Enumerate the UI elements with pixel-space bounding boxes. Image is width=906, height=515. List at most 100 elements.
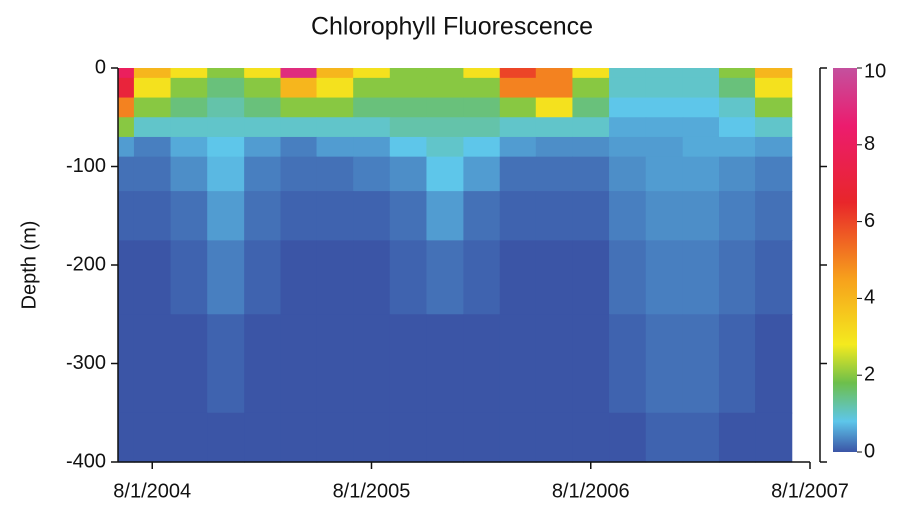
heat-cell <box>316 191 354 241</box>
heat-cell <box>316 117 354 138</box>
y-tick-label: 0 <box>95 56 106 78</box>
heat-cell <box>280 136 318 158</box>
heat-cell <box>118 77 135 99</box>
heat-cell <box>718 117 756 138</box>
heat-cell <box>572 412 610 463</box>
heat-cell <box>133 117 172 138</box>
heat-cell <box>463 136 501 158</box>
heat-cell <box>755 77 793 99</box>
heat-cell <box>755 156 793 192</box>
heat-cell <box>682 314 720 414</box>
heat-cell <box>353 136 391 158</box>
heat-cell <box>207 68 245 79</box>
heat-cell <box>499 97 537 118</box>
heat-cell <box>353 191 391 241</box>
heat-cell <box>426 97 464 118</box>
heat-cell <box>316 77 354 99</box>
heat-cell <box>463 191 501 241</box>
heat-cell <box>118 191 135 241</box>
heat-cell <box>280 314 318 414</box>
x-tick-label: 8/1/2007 <box>771 480 849 502</box>
heat-cell <box>426 412 464 463</box>
heat-cell <box>133 77 172 99</box>
heat-cell <box>389 191 428 241</box>
heat-cell <box>426 191 464 241</box>
heat-cell <box>645 117 684 138</box>
colorbar-tick-label: 6 <box>864 210 875 232</box>
heat-cell <box>499 77 537 99</box>
heat-cell <box>426 68 464 79</box>
heat-cell <box>207 77 245 99</box>
heat-cell <box>499 412 537 463</box>
heat-cell <box>682 191 720 241</box>
heat-cell <box>535 314 574 414</box>
heat-cell <box>609 77 647 99</box>
y-tick-label: -300 <box>66 352 106 374</box>
heat-cell <box>389 314 428 414</box>
heat-cell <box>718 136 756 158</box>
heat-cell <box>280 156 318 192</box>
heat-cell <box>389 68 428 79</box>
heat-cell <box>426 136 464 158</box>
heat-cell <box>207 97 245 118</box>
heat-cell <box>718 77 756 99</box>
heat-cell <box>463 68 501 79</box>
heat-cell <box>572 156 610 192</box>
heat-cell <box>280 412 318 463</box>
heat-cell <box>718 240 756 315</box>
heat-cell <box>609 117 647 138</box>
heat-cell <box>207 191 245 241</box>
heat-cell <box>170 77 208 99</box>
heat-cell <box>170 314 208 414</box>
heat-cell <box>499 240 537 315</box>
heat-cell <box>645 68 684 79</box>
heat-cell <box>609 68 647 79</box>
heat-cell <box>645 240 684 315</box>
heat-cell <box>118 412 135 463</box>
x-tick-label: 8/1/2006 <box>552 480 630 502</box>
heat-cell <box>353 77 391 99</box>
heat-cell <box>645 156 684 192</box>
heat-cell <box>389 97 428 118</box>
heat-cell <box>133 97 172 118</box>
heat-cell <box>426 314 464 414</box>
heat-cell <box>645 77 684 99</box>
heat-cell <box>389 77 428 99</box>
heat-cell <box>718 97 756 118</box>
heat-cell <box>682 240 720 315</box>
heat-cell <box>170 68 208 79</box>
heat-cell <box>280 77 318 99</box>
heat-cell <box>118 156 135 192</box>
heat-cell <box>244 117 282 138</box>
heat-cell <box>645 191 684 241</box>
heat-cell <box>244 191 282 241</box>
colorbar-tick-label: 10 <box>864 60 886 82</box>
heat-cell <box>389 136 428 158</box>
heat-cell <box>463 240 501 315</box>
colorbar <box>833 68 857 452</box>
heat-cell <box>426 156 464 192</box>
heat-cell <box>645 136 684 158</box>
heat-cell <box>463 97 501 118</box>
heat-cell <box>682 68 720 79</box>
heat-cell <box>389 156 428 192</box>
heat-cell <box>682 156 720 192</box>
heat-cell <box>755 136 793 158</box>
heat-cell <box>463 156 501 192</box>
heat-cell <box>755 68 793 79</box>
heat-cell <box>463 77 501 99</box>
heat-cell <box>118 68 135 79</box>
heat-cell <box>280 191 318 241</box>
heat-cell <box>244 77 282 99</box>
heat-cell <box>572 240 610 315</box>
heat-cell <box>244 314 282 414</box>
heat-cell <box>535 77 574 99</box>
heat-cell <box>572 314 610 414</box>
heat-cell <box>389 412 428 463</box>
heat-cell <box>682 412 720 463</box>
colorbar-tick-label: 2 <box>864 363 875 385</box>
heat-cell <box>609 191 647 241</box>
heat-cell <box>535 117 574 138</box>
heat-cell <box>682 117 720 138</box>
